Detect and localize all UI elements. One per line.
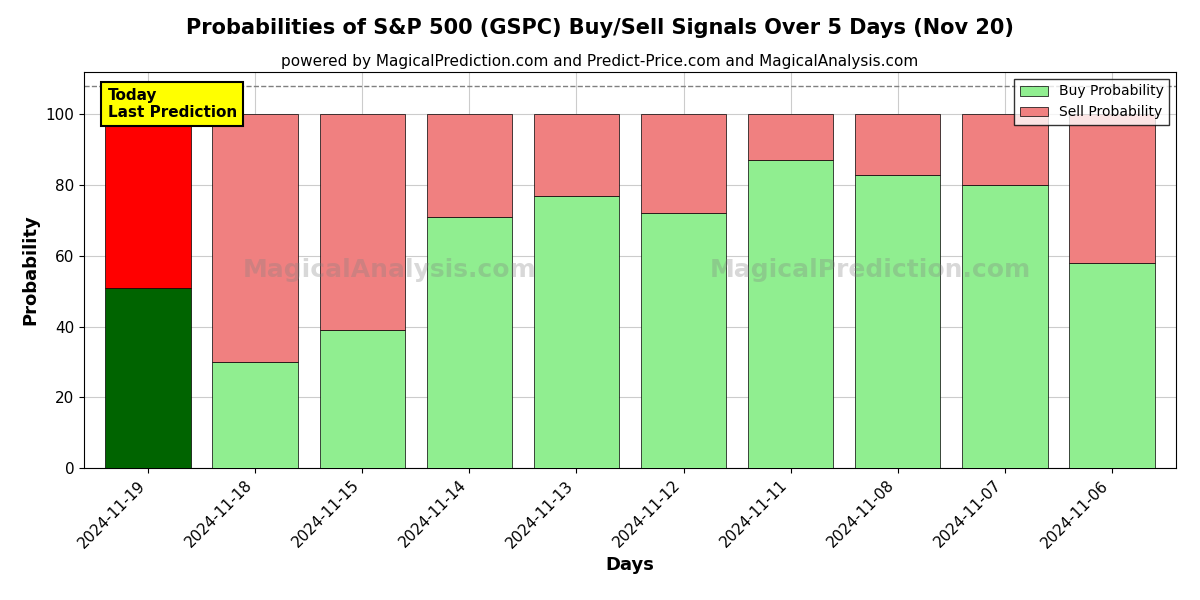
Text: Probabilities of S&P 500 (GSPC) Buy/Sell Signals Over 5 Days (Nov 20): Probabilities of S&P 500 (GSPC) Buy/Sell… [186, 18, 1014, 38]
Bar [534, 196, 619, 468]
Bar [426, 115, 512, 217]
Text: MagicalAnalysis.com: MagicalAnalysis.com [242, 258, 536, 282]
Bar [534, 115, 619, 196]
Bar [426, 217, 512, 468]
Bar [106, 115, 191, 287]
Bar [212, 115, 298, 362]
Bar [106, 287, 191, 468]
Bar [962, 185, 1048, 468]
Bar [641, 115, 726, 214]
Bar [748, 160, 834, 468]
Bar [1069, 263, 1154, 468]
Bar [319, 330, 406, 468]
Bar [748, 115, 834, 160]
Bar [854, 175, 941, 468]
Text: powered by MagicalPrediction.com and Predict-Price.com and MagicalAnalysis.com: powered by MagicalPrediction.com and Pre… [281, 54, 919, 69]
Text: Today
Last Prediction: Today Last Prediction [108, 88, 236, 121]
Bar [641, 214, 726, 468]
Bar [854, 115, 941, 175]
Legend: Buy Probability, Sell Probability: Buy Probability, Sell Probability [1014, 79, 1169, 125]
Bar [962, 115, 1048, 185]
Bar [319, 115, 406, 330]
Bar [212, 362, 298, 468]
Text: MagicalPrediction.com: MagicalPrediction.com [709, 258, 1031, 282]
Y-axis label: Probability: Probability [22, 215, 40, 325]
Bar [1069, 115, 1154, 263]
X-axis label: Days: Days [606, 556, 654, 574]
